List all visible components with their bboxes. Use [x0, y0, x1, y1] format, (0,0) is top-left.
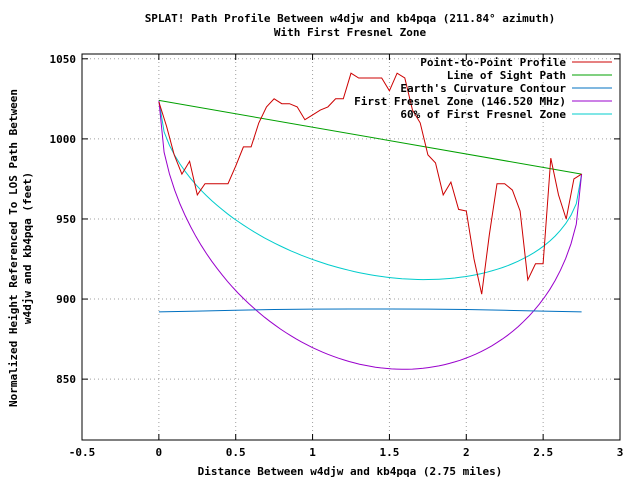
x-tick-label: 1 — [309, 446, 316, 459]
y-tick-label: 1050 — [50, 53, 77, 66]
series-earth-s-curvature-contour — [158, 308, 582, 313]
x-tick-label: 0.5 — [226, 446, 246, 459]
legend-label: First Fresnel Zone (146.520 MHz) — [354, 95, 566, 108]
x-tick-label: 1.5 — [379, 446, 399, 459]
y-tick-label: 900 — [56, 293, 76, 306]
series-first-fresnel-zone-146-520-mhz — [158, 100, 583, 370]
x-tick-label: 0 — [156, 446, 163, 459]
legend-label: Line of Sight Path — [447, 69, 566, 82]
series-point-to-point-profile — [158, 72, 582, 295]
y-tick-label: 850 — [56, 373, 76, 386]
series-layer — [158, 72, 583, 370]
y-axis-label-line1: Normalized Height Referenced To LOS Path… — [7, 89, 20, 407]
legend-label: Point-to-Point Profile — [420, 56, 566, 69]
x-tick-label: -0.5 — [69, 446, 96, 459]
chart-subtitle: With First Fresnel Zone — [274, 26, 427, 39]
x-tick-label: 2 — [463, 446, 470, 459]
y-tick-label: 950 — [56, 213, 76, 226]
y-tick-label: 1000 — [50, 133, 77, 146]
ticks: -0.5 0 0.5 1 1.5 2 2.5 3 850 900 950 1000 1050 — [50, 53, 624, 459]
series-60-of-first-fresnel-zone — [158, 100, 583, 281]
legend-label: Earth's Curvature Contour — [400, 82, 566, 95]
x-axis-label: Distance Between w4djw and kb4pqa (2.75 … — [198, 465, 503, 478]
x-tick-label: 3 — [617, 446, 624, 459]
grid — [82, 54, 620, 440]
legend-label: 60% of First Fresnel Zone — [400, 108, 566, 121]
x-tick-label: 2.5 — [533, 446, 553, 459]
chart-title: SPLAT! Path Profile Between w4djw and kb… — [145, 12, 556, 25]
series-line-of-sight-path — [158, 99, 582, 175]
plot-frame — [81, 53, 621, 441]
y-axis-label-line2: w4djw and kb4pqa (feet) — [21, 172, 34, 324]
